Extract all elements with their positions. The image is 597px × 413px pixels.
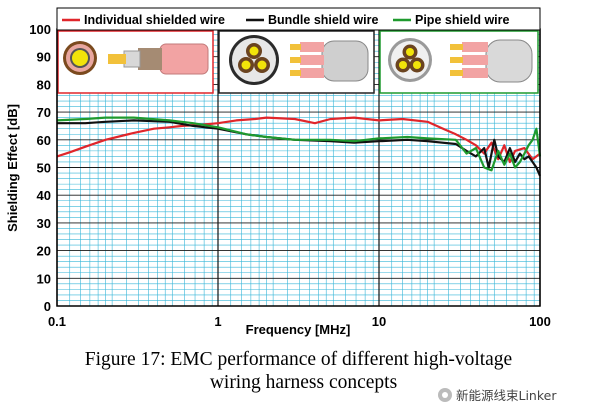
watermark-text: 新能源线束Linker: [456, 388, 557, 403]
x-axis-label: Frequency [MHz]: [246, 322, 351, 337]
figure-caption-line2: wiring harness concepts: [209, 372, 398, 393]
watermark: 新能源线束Linker: [438, 385, 556, 404]
y-tick-label: 70: [37, 105, 51, 120]
y-tick-label: 20: [37, 244, 51, 259]
y-tick-label: 100: [29, 22, 51, 37]
series-line-0: [56, 116, 541, 164]
y-tick-label: 90: [37, 50, 51, 65]
y-tick-label: 30: [37, 216, 51, 231]
y-tick-label: 10: [37, 271, 51, 286]
y-tick-label: 0: [44, 299, 51, 314]
legend-box: [56, 7, 541, 31]
y-tick-label: 60: [37, 133, 51, 148]
tick-labels: 0 10 20 30 40 50 60 70 80 90 100 0.1 1 10 100: [29, 22, 551, 329]
legend-label-pipe: Pipe shield wire: [415, 13, 510, 27]
x-tick-label: 10: [372, 314, 386, 329]
bundle-shield-side-view: [290, 40, 369, 82]
pipe-shield-side-view: [450, 39, 533, 83]
y-axis-label: Shielding Effect [dB]: [5, 104, 20, 232]
y-tick-label: 80: [37, 77, 51, 92]
legend-label-bundle: Bundle shield wire: [268, 13, 378, 27]
y-tick-label: 50: [37, 161, 51, 176]
legend: Individual shielded wire Bundle shield w…: [56, 7, 541, 31]
x-tick-label: 1: [214, 314, 221, 329]
bundle-shield-cross-section: [229, 35, 279, 85]
legend-label-individual: Individual shielded wire: [84, 13, 225, 27]
series-line-1: [57, 119, 542, 177]
series: [56, 116, 542, 177]
x-tick-label: 100: [529, 314, 551, 329]
individual-shield-cross-section: [63, 41, 97, 75]
series-line-2: [56, 116, 542, 172]
pipe-shield-cross-section: [388, 38, 432, 82]
wechat-icon: [438, 387, 452, 402]
cable-illustrations: [57, 30, 539, 94]
individual-shield-side-view: [108, 43, 209, 75]
figure-caption-line1: Figure 17: EMC performance of different …: [84, 349, 513, 370]
y-tick-label: 40: [37, 188, 51, 203]
x-tick-label: 0.1: [48, 314, 66, 329]
